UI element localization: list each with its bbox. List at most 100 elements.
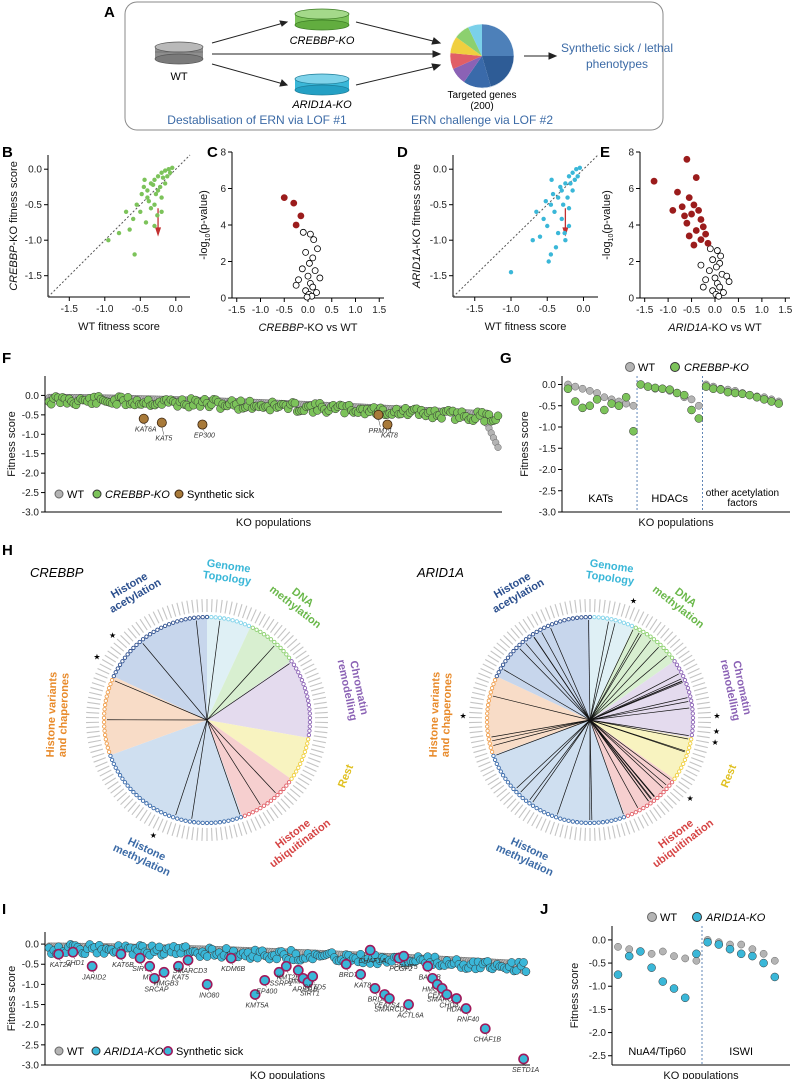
- gene-name-tick: [663, 631, 674, 642]
- gene-name-tick: [90, 686, 104, 692]
- wt-point: [748, 945, 757, 954]
- ko-point: [701, 382, 711, 391]
- legend-ko-label: CREBBP-KO: [684, 362, 749, 374]
- legend-sick-label: Synthetic sick: [176, 1046, 244, 1058]
- ring-gene-marker: [151, 805, 156, 811]
- y-tick-label: -1.0: [430, 236, 448, 247]
- y-tick-label: -0.5: [22, 410, 40, 421]
- interaction-line: [589, 647, 659, 721]
- ring-gene-marker: [545, 623, 551, 629]
- synthetic-sick-point: [518, 1053, 530, 1065]
- synthetic-sick-point: [460, 1003, 472, 1014]
- gene-name-tick: [499, 791, 511, 802]
- ring-gene-marker: [268, 637, 274, 642]
- gene-label: SSRP1: [270, 980, 293, 987]
- y-tick-label: 0.0: [25, 940, 39, 951]
- legend-ko-marker: [91, 1046, 101, 1056]
- ring-gene-marker: [562, 618, 567, 623]
- ring-gene-marker: [681, 673, 686, 679]
- interaction-line: [589, 701, 689, 721]
- ring-gene-marker: [304, 745, 309, 750]
- y-tick-label: -1.5: [539, 444, 557, 455]
- gene-name-tick: [687, 667, 700, 675]
- data-point-significant: [692, 174, 700, 181]
- data-point: [566, 223, 572, 229]
- gene-label: SMARCD3: [173, 968, 207, 975]
- ring-gene-marker: [103, 698, 108, 703]
- y-tick-label: -3.0: [22, 1061, 40, 1072]
- gene-name-tick: [675, 784, 687, 794]
- ring-gene-marker: [485, 732, 491, 738]
- label-leader: [161, 426, 165, 435]
- data-point: [552, 209, 557, 214]
- gene-name-tick: [616, 602, 621, 616]
- ko-point: [585, 401, 595, 410]
- ring-gene-marker: [113, 670, 118, 675]
- gene-label: PRMT1: [369, 428, 393, 435]
- gene-name-tick: [471, 739, 485, 744]
- x-axis-label: KO populations: [638, 517, 714, 529]
- panel-c-chart: -1.5 -1.0 -0.5 0.0 0.5 1.0 1.5 0 2 4 6 8 -log10(p-va…: [198, 148, 387, 335]
- ring-gene-marker: [494, 761, 499, 767]
- gene-name-tick: [286, 791, 298, 802]
- gene-name-tick: [683, 659, 696, 667]
- data-point: [165, 174, 170, 179]
- ring-gene-marker: [508, 652, 513, 657]
- y-tick-label: -1.0: [22, 430, 40, 441]
- ko-point: [748, 951, 757, 961]
- label-leader: [465, 1012, 469, 1016]
- data-point-nonsignificant: [699, 283, 707, 291]
- label-leader: [202, 428, 205, 432]
- gene-name-tick: [310, 748, 324, 754]
- sector-label: Histonemethylation: [111, 831, 177, 879]
- ring-gene-marker: [272, 795, 277, 801]
- y-tick-label: 2: [220, 257, 226, 268]
- gene-name-tick: [469, 730, 483, 734]
- ring-gene-marker: [669, 780, 675, 785]
- gene-label: HDAC3: [447, 1007, 471, 1014]
- ring-gene-marker: [669, 655, 675, 660]
- star-marker: ★: [93, 653, 100, 662]
- interaction-line: [175, 719, 208, 816]
- x-axis-label: KO populations: [236, 517, 312, 529]
- scatter-panels: -1.5 -1.0 -0.5 0.00.0-0.5-1.0-1.5CREBBP-KO …: [8, 148, 793, 335]
- ring-gene-marker: [175, 816, 180, 821]
- gene-name-tick: [469, 711, 483, 714]
- gene-name-tick: [120, 795, 131, 806]
- data-point: [157, 184, 163, 190]
- gene-name-tick: [196, 599, 199, 613]
- gene-name-tick: [522, 809, 531, 822]
- gene-name-tick: [224, 600, 228, 614]
- x-tick-label: 0.5: [325, 305, 339, 316]
- ring-gene-marker: [684, 753, 689, 759]
- gene-name-tick: [161, 607, 168, 620]
- label-leader: [149, 970, 152, 974]
- data-point-nonsignificant: [303, 293, 311, 301]
- ring-gene-marker: [672, 776, 677, 781]
- group-label: KATs: [588, 493, 613, 505]
- panel-g-chart: 0.0 -0.5 -1.0 -1.5 -2.0 -2.5 -3.0 Fitness score…: [519, 362, 790, 529]
- ko-point: [290, 398, 300, 408]
- ko-point: [709, 384, 718, 393]
- synthetic-sick-point: [340, 958, 352, 970]
- ko-point: [658, 977, 668, 986]
- ring-gene-marker: [633, 625, 638, 630]
- synthetic-sick-point: [86, 960, 98, 972]
- gene-name-tick: [637, 816, 645, 829]
- gene-name-tick: [693, 686, 707, 692]
- ko-point: [745, 390, 754, 400]
- panel-e-chart: -1.5 -1.0 -0.5 0.0 0.5 1.0 1.5 0 2 4 6 8 -log10(p-va…: [601, 148, 793, 335]
- ring-gene-marker: [491, 753, 496, 759]
- ring-gene-marker: [209, 614, 214, 620]
- data-point-significant: [690, 201, 698, 209]
- synthetic-sick-point: [134, 952, 146, 964]
- ring-gene-marker: [102, 711, 107, 716]
- gene-name-tick: [186, 826, 190, 840]
- gene-name-tick: [503, 634, 514, 645]
- ring-gene-marker: [217, 820, 223, 825]
- ko-point: [738, 389, 747, 399]
- arid1a-ko-label: ARID1A-KO: [291, 99, 352, 111]
- interaction-line: [589, 655, 667, 721]
- gene-name-tick: [584, 827, 587, 841]
- label-leader: [446, 998, 450, 1002]
